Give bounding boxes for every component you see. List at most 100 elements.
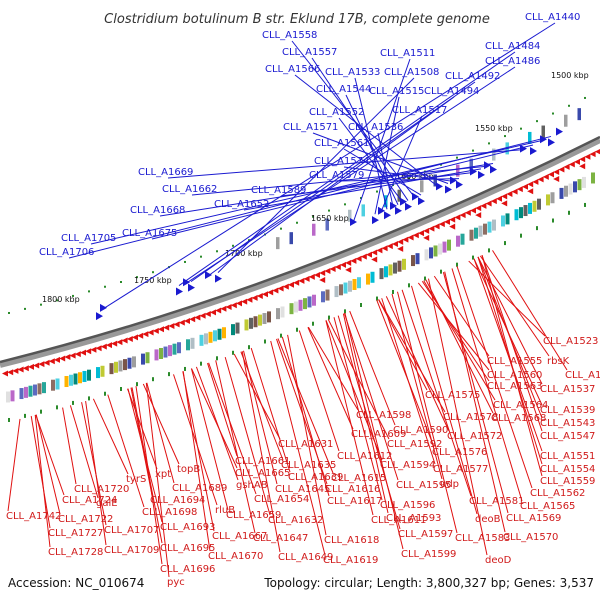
reverse-strand-arrow <box>2 370 8 377</box>
forward-gene-label: CLL_A1508 <box>384 67 439 78</box>
reverse-strand-arrow <box>246 296 253 303</box>
feature-block <box>159 347 163 359</box>
reverse-strand-arrow <box>568 161 575 168</box>
reverse-leader-line <box>62 407 77 485</box>
feature-block <box>294 301 298 313</box>
reverse-gene-label: CLL_A1547 <box>540 431 595 442</box>
feature-block <box>312 223 316 236</box>
forward-strand-arrow <box>100 303 107 312</box>
tick-dot <box>88 290 90 293</box>
tick-dot <box>72 400 74 405</box>
feature-block <box>474 227 478 239</box>
feature-block <box>127 357 132 369</box>
reverse-leader-line <box>417 282 490 371</box>
forward-gene-label: CLL_A1589 <box>251 185 306 196</box>
feature-block <box>460 233 465 245</box>
reverse-strand-arrow <box>241 298 248 305</box>
feature-block <box>6 391 10 403</box>
reverse-leader-line <box>391 293 443 480</box>
reverse-leader-line <box>182 371 215 532</box>
forward-leader-line <box>185 66 516 284</box>
reverse-strand-arrow <box>428 225 435 232</box>
tick-dot <box>152 271 154 274</box>
feature-block <box>321 291 325 303</box>
reverse-strand-arrow <box>589 151 596 158</box>
reverse-strand-arrow <box>236 300 242 307</box>
tick-dot <box>552 112 554 115</box>
reverse-gene-label: CLL_A1578 <box>443 412 498 423</box>
reverse-gene-label: CLL_A1647 <box>253 533 308 544</box>
reverse-strand-arrow <box>111 340 118 347</box>
reverse-strand-arrow <box>272 287 279 294</box>
reverse-strand-arrow <box>225 303 232 310</box>
reverse-gene-label: CLL_A1590 <box>393 425 448 436</box>
reverse-leader-line <box>146 382 175 484</box>
forward-gene-label: CLL_A1662 <box>162 184 217 195</box>
reverse-gene-label: CLL_A1593 <box>386 513 441 524</box>
reverse-leader-line <box>270 340 326 556</box>
forward-leader-line <box>167 149 524 179</box>
reverse-leader-line <box>35 414 65 496</box>
reverse-leader-line <box>298 330 340 452</box>
forward-strand-arrow <box>548 138 555 147</box>
reverse-gene-label: CLL_A1616 <box>325 484 380 495</box>
feature-block <box>208 331 213 343</box>
reverse-strand-arrow <box>475 205 482 212</box>
reverse-gene-label: CLL_A1559 <box>540 476 595 487</box>
feature-block <box>186 339 190 351</box>
reverse-strand-arrow <box>43 359 50 366</box>
tick-dot <box>296 327 298 332</box>
feature-block <box>546 194 550 206</box>
feature-block <box>312 294 316 306</box>
feature-block <box>352 278 357 290</box>
feature-block <box>163 346 168 358</box>
reverse-strand-arrow <box>329 265 336 272</box>
tick-dot <box>152 377 154 382</box>
reverse-leader-line <box>307 327 354 430</box>
forward-strand-arrow <box>540 135 547 144</box>
reverse-strand-arrow <box>121 337 128 344</box>
feature-block <box>172 343 177 355</box>
reverse-strand-arrow <box>449 223 456 230</box>
reverse-strand-arrow <box>69 352 76 359</box>
reverse-leader-line <box>477 256 543 465</box>
reverse-leader-line <box>69 405 99 499</box>
reverse-gene-label: pyc <box>167 577 185 588</box>
reverse-strand-arrow <box>54 356 60 363</box>
reverse-leader-line <box>243 350 278 485</box>
forward-strand-arrow <box>490 165 497 174</box>
feature-block <box>433 245 438 257</box>
forward-leader-line <box>191 165 488 196</box>
reverse-strand-arrow <box>402 236 409 243</box>
reverse-gene-label: rbsK <box>547 356 570 367</box>
forward-strand-arrow <box>400 197 407 206</box>
reverse-leader-line <box>481 254 543 432</box>
feature-block <box>433 174 437 187</box>
tick-dot <box>136 276 138 279</box>
reverse-gene-label: CLL_A1598 <box>356 410 411 421</box>
reverse-strand-arrow <box>59 355 66 362</box>
reverse-gene-label: CLL_A1722 <box>58 514 113 525</box>
reverse-gene-label: CLL_A1665 <box>235 468 290 479</box>
reverse-leader-line <box>307 326 359 411</box>
reverse-leader-line <box>142 383 180 465</box>
reverse-gene-label: CLL_A1645 <box>275 484 330 495</box>
tick-dot <box>456 156 458 159</box>
reverse-strand-arrow <box>340 261 346 268</box>
reverse-leader-line <box>444 271 506 533</box>
reverse-gene-label: CLL_A1575 <box>425 390 480 401</box>
reverse-leader-line <box>411 285 478 515</box>
forward-gene-label: CLL_A1557 <box>282 47 337 58</box>
reverse-gene-label: CLL_A1539 <box>540 405 595 416</box>
reverse-gene-label: CLL_A1635 <box>281 460 336 471</box>
feature-block <box>64 376 69 388</box>
feature-block <box>42 382 46 394</box>
reverse-leader-line <box>378 299 446 413</box>
reverse-gene-label: xpt <box>155 469 171 480</box>
reverse-leader-line <box>343 313 399 481</box>
genome-backbone-shadow <box>0 137 600 368</box>
reverse-strand-arrow <box>464 209 471 216</box>
feature-block <box>420 180 424 193</box>
feature-block <box>532 200 537 212</box>
